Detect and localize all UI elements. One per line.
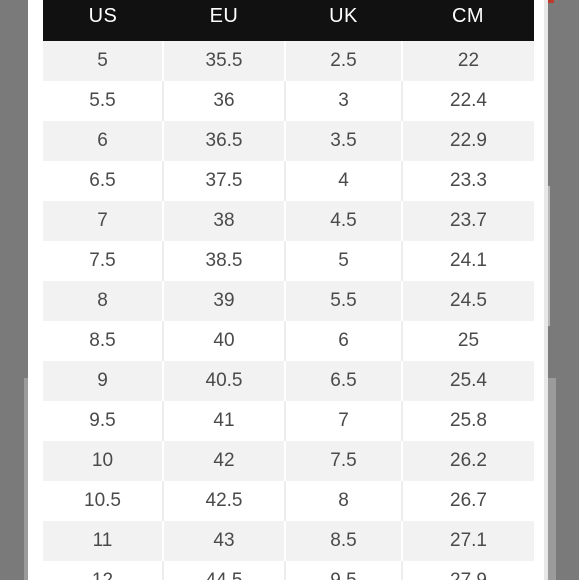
cell-eu: 42.5 (163, 481, 286, 521)
cell-eu: 39 (163, 281, 286, 321)
table-row: 6 36.5 3.5 22.9 (43, 121, 534, 161)
cell-uk: 7.5 (285, 441, 403, 481)
cell-uk: 4.5 (285, 201, 403, 241)
table-row: 11 43 8.5 27.1 (43, 521, 534, 561)
cell-us: 12 (43, 561, 164, 580)
column-header-us: US (43, 0, 163, 41)
cell-us: 6.5 (43, 161, 164, 201)
cell-cm: 26.2 (402, 441, 534, 481)
cell-uk: 4 (285, 161, 403, 201)
cell-cm: 24.5 (402, 281, 534, 321)
cell-cm: 25.4 (402, 361, 534, 401)
cell-eu: 40.5 (163, 361, 286, 401)
table-row: 8 39 5.5 24.5 (43, 281, 534, 321)
cell-cm: 27.1 (402, 521, 534, 561)
cell-uk: 9.5 (285, 561, 403, 580)
cell-uk: 8.5 (285, 521, 403, 561)
cell-us: 7 (43, 201, 164, 241)
cell-uk: 2.5 (285, 41, 403, 81)
size-chart-table: US EU UK CM 5 35.5 2.5 22 5.5 36 3 22.4 6 36.5 3.5… (43, 0, 534, 580)
cell-cm: 26.7 (402, 481, 534, 521)
cell-us: 5.5 (43, 81, 164, 121)
cell-uk: 5.5 (285, 281, 403, 321)
cell-eu: 38.5 (163, 241, 286, 281)
table-row: 10 42 7.5 26.2 (43, 441, 534, 481)
cell-cm: 25.8 (402, 401, 534, 441)
cell-us: 5 (43, 41, 164, 81)
cell-us: 10 (43, 441, 164, 481)
size-chart-modal: US EU UK CM 5 35.5 2.5 22 5.5 36 3 22.4 6 36.5 3.5… (28, 0, 544, 580)
table-row: 9.5 41 7 25.8 (43, 401, 534, 441)
table-row: 5 35.5 2.5 22 (43, 41, 534, 81)
column-header-uk: UK (285, 0, 402, 41)
backdrop-divider (548, 186, 550, 326)
cell-eu: 36.5 (163, 121, 286, 161)
cell-uk: 3.5 (285, 121, 403, 161)
table-body: 5 35.5 2.5 22 5.5 36 3 22.4 6 36.5 3.5 22.9 6.5 37.5 4… (43, 41, 534, 580)
cell-us: 6 (43, 121, 164, 161)
cell-uk: 6 (285, 321, 403, 361)
cell-uk: 7 (285, 401, 403, 441)
cell-us: 8 (43, 281, 164, 321)
cell-us: 11 (43, 521, 164, 561)
table-row: 5.5 36 3 22.4 (43, 81, 534, 121)
cell-cm: 22 (402, 41, 534, 81)
cell-us: 7.5 (43, 241, 164, 281)
cell-eu: 44.5 (163, 561, 286, 580)
table-row: 10.5 42.5 8 26.7 (43, 481, 534, 521)
cell-uk: 5 (285, 241, 403, 281)
cell-cm: 25 (402, 321, 534, 361)
cell-uk: 8 (285, 481, 403, 521)
cell-eu: 40 (163, 321, 286, 361)
table-row: 7.5 38.5 5 24.1 (43, 241, 534, 281)
cell-eu: 41 (163, 401, 286, 441)
cell-cm: 23.3 (402, 161, 534, 201)
cell-us: 10.5 (43, 481, 164, 521)
cell-eu: 35.5 (163, 41, 286, 81)
table-row: 6.5 37.5 4 23.3 (43, 161, 534, 201)
table-row: 1244.59.527.9 (43, 561, 534, 580)
cell-eu: 42 (163, 441, 286, 481)
cell-eu: 38 (163, 201, 286, 241)
cell-us: 9 (43, 361, 164, 401)
column-header-eu: EU (163, 0, 285, 41)
cell-eu: 43 (163, 521, 286, 561)
cell-cm: 22.9 (402, 121, 534, 161)
cell-uk: 3 (285, 81, 403, 121)
cell-us: 9.5 (43, 401, 164, 441)
table-row: 9 40.5 6.5 25.4 (43, 361, 534, 401)
cell-cm: 23.7 (402, 201, 534, 241)
cell-eu: 36 (163, 81, 286, 121)
table-row: 7 38 4.5 23.7 (43, 201, 534, 241)
backdrop-accent (548, 0, 554, 3)
cell-eu: 37.5 (163, 161, 286, 201)
modal-scrollbar[interactable] (544, 0, 548, 580)
cell-cm: 27.9 (402, 561, 534, 580)
table-row: 8.5 40 6 25 (43, 321, 534, 361)
cell-uk: 6.5 (285, 361, 403, 401)
column-header-cm: CM (402, 0, 534, 41)
table-header-row: US EU UK CM (43, 0, 534, 41)
cell-us: 8.5 (43, 321, 164, 361)
cell-cm: 22.4 (402, 81, 534, 121)
cell-cm: 24.1 (402, 241, 534, 281)
